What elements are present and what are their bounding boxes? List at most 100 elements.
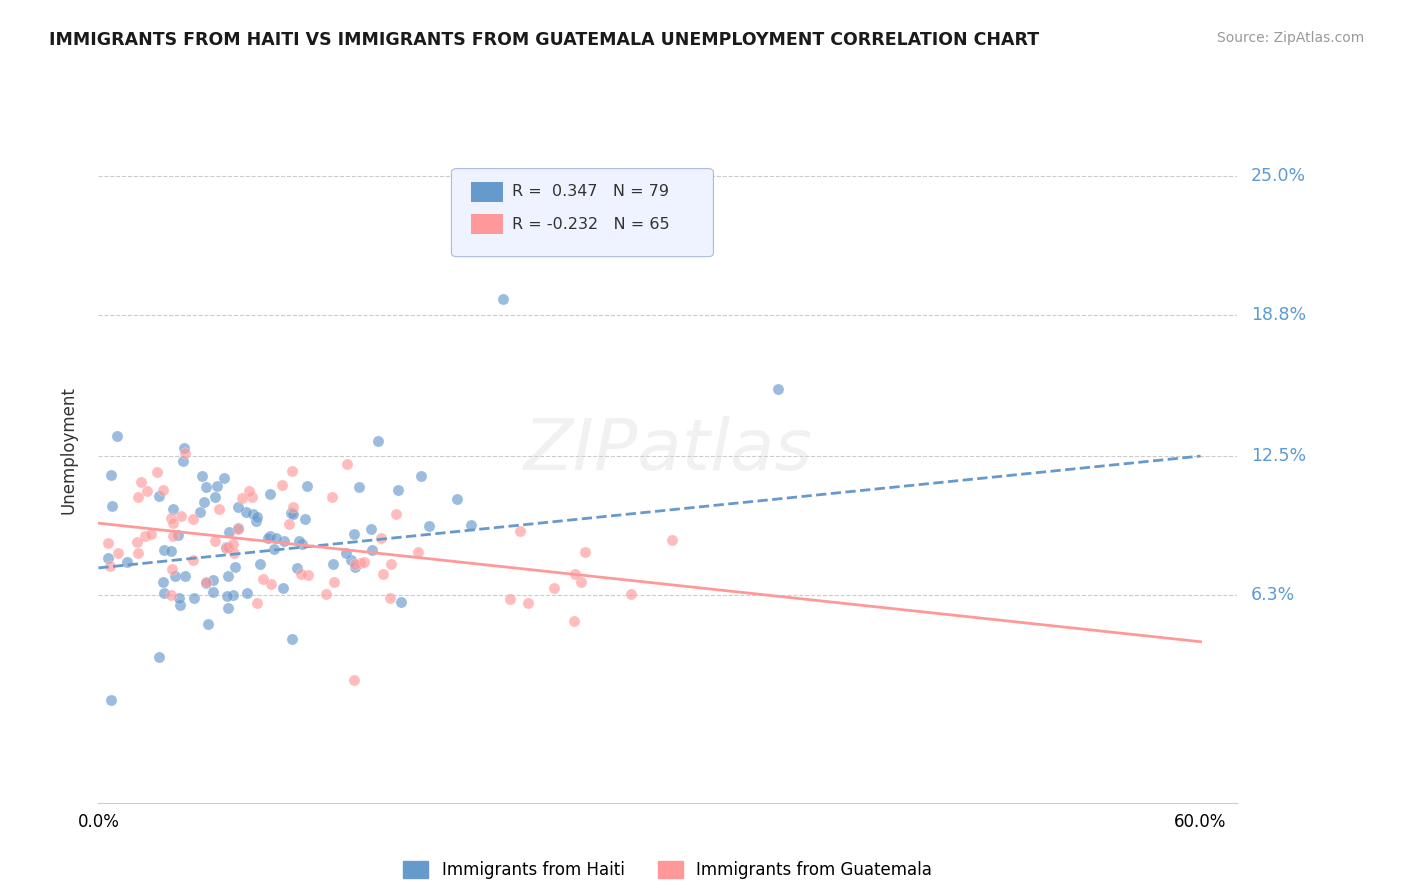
Point bbox=[367, 434, 389, 448]
Point bbox=[148, 490, 170, 504]
Point bbox=[387, 483, 409, 497]
Point bbox=[152, 483, 174, 498]
Point bbox=[224, 559, 246, 574]
Point bbox=[195, 574, 218, 589]
Point bbox=[766, 382, 789, 396]
Point bbox=[181, 553, 204, 567]
Point bbox=[127, 490, 149, 504]
Point bbox=[172, 454, 194, 468]
Point bbox=[246, 597, 269, 611]
Point bbox=[360, 522, 382, 536]
Point bbox=[125, 535, 148, 549]
Point bbox=[343, 559, 366, 574]
Point bbox=[278, 516, 301, 531]
Bar bbox=[471, 214, 503, 234]
Legend: Immigrants from Haiti, Immigrants from Guatemala: Immigrants from Haiti, Immigrants from G… bbox=[396, 855, 939, 886]
Point bbox=[297, 567, 319, 582]
Point bbox=[215, 540, 238, 554]
Point bbox=[135, 484, 157, 499]
Point bbox=[406, 545, 429, 559]
Point bbox=[280, 506, 302, 520]
Point bbox=[231, 491, 253, 505]
Point bbox=[409, 468, 432, 483]
Point bbox=[208, 502, 231, 516]
Point bbox=[191, 469, 214, 483]
Point bbox=[100, 468, 122, 483]
Point bbox=[181, 512, 204, 526]
Point bbox=[201, 573, 224, 587]
Point bbox=[281, 632, 304, 646]
Point bbox=[246, 510, 269, 524]
Point bbox=[249, 557, 271, 571]
Point bbox=[343, 673, 366, 687]
Point bbox=[174, 446, 197, 460]
Point bbox=[215, 541, 238, 555]
Point bbox=[226, 500, 249, 514]
Point bbox=[517, 596, 540, 610]
Point bbox=[226, 522, 249, 536]
Text: R =  0.347   N = 79: R = 0.347 N = 79 bbox=[512, 185, 669, 199]
Point bbox=[321, 490, 343, 504]
Point bbox=[661, 533, 683, 547]
Bar bbox=[471, 182, 503, 202]
Point bbox=[162, 529, 184, 543]
Point bbox=[162, 502, 184, 516]
Point bbox=[252, 573, 274, 587]
Point bbox=[202, 585, 225, 599]
Point bbox=[204, 490, 226, 504]
Point bbox=[127, 546, 149, 560]
Point bbox=[349, 556, 371, 570]
Point bbox=[353, 556, 375, 570]
Point bbox=[197, 617, 219, 632]
Point bbox=[153, 543, 176, 558]
Point bbox=[212, 470, 235, 484]
Point bbox=[290, 566, 312, 581]
Point bbox=[271, 477, 294, 491]
Point bbox=[195, 480, 218, 494]
Point bbox=[562, 614, 585, 628]
Point bbox=[418, 518, 440, 533]
Point bbox=[169, 598, 191, 612]
Text: 18.8%: 18.8% bbox=[1251, 306, 1306, 324]
Point bbox=[217, 601, 239, 615]
Point bbox=[564, 566, 586, 581]
Point bbox=[240, 490, 263, 504]
Point bbox=[160, 544, 183, 558]
Point bbox=[446, 491, 468, 506]
Point bbox=[97, 551, 120, 566]
Point bbox=[322, 557, 344, 571]
Point bbox=[221, 536, 243, 550]
FancyBboxPatch shape bbox=[451, 169, 713, 257]
Point bbox=[139, 526, 162, 541]
Point bbox=[257, 531, 280, 545]
Text: 25.0%: 25.0% bbox=[1251, 168, 1306, 186]
Point bbox=[340, 553, 363, 567]
Point bbox=[335, 545, 357, 559]
Point bbox=[371, 567, 394, 582]
Point bbox=[288, 533, 311, 548]
Point bbox=[238, 484, 260, 499]
Point bbox=[134, 529, 156, 543]
Point bbox=[389, 595, 412, 609]
Point bbox=[148, 650, 170, 665]
Point bbox=[242, 507, 264, 521]
Text: ZIPatlas: ZIPatlas bbox=[523, 416, 813, 485]
Point bbox=[574, 544, 596, 558]
Point bbox=[370, 531, 392, 545]
Point bbox=[165, 569, 187, 583]
Text: IMMIGRANTS FROM HAITI VS IMMIGRANTS FROM GUATEMALA UNEMPLOYMENT CORRELATION CHAR: IMMIGRANTS FROM HAITI VS IMMIGRANTS FROM… bbox=[49, 31, 1039, 49]
Point bbox=[380, 557, 402, 571]
Point bbox=[620, 587, 643, 601]
Point bbox=[294, 512, 316, 526]
Point bbox=[361, 542, 384, 557]
Point bbox=[343, 557, 366, 571]
Point bbox=[162, 516, 184, 530]
Point bbox=[378, 591, 401, 605]
Point bbox=[173, 569, 195, 583]
Point bbox=[460, 517, 482, 532]
Point bbox=[193, 495, 215, 509]
Point bbox=[273, 534, 295, 549]
Point bbox=[543, 581, 565, 595]
Point bbox=[291, 537, 314, 551]
Y-axis label: Unemployment: Unemployment bbox=[59, 386, 77, 515]
